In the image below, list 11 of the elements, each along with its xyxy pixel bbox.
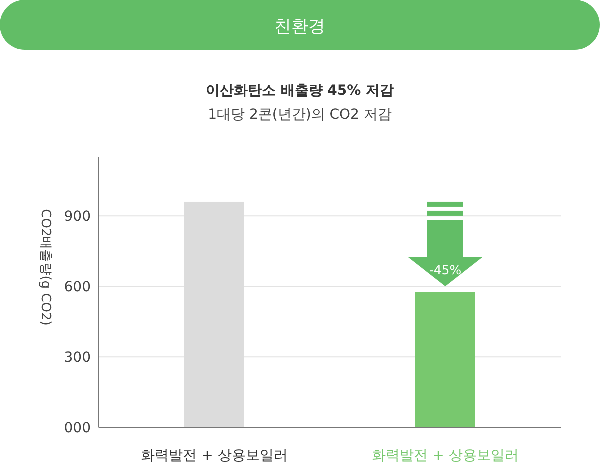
chart-subtitle: 이산화탄소 배출량 45% 저감	[206, 83, 394, 99]
y-tick-label: 000	[64, 420, 91, 437]
y-tick-label: 300	[64, 350, 91, 366]
x-tick-label: 화력발전 + 상용보일러	[141, 448, 288, 463]
annotation: -45%	[429, 262, 462, 278]
y-tick-label: 600	[64, 280, 91, 296]
y-tick-label: 900	[64, 209, 91, 226]
x-tick-label: 화력발전 + 상용보일러	[372, 448, 519, 463]
y-axis-title: CO2배출량(g CO2)	[38, 209, 53, 326]
chart-title: 친환경	[274, 17, 326, 37]
text: 1대당 2콘(년간)의 CO2 저감	[208, 107, 392, 123]
